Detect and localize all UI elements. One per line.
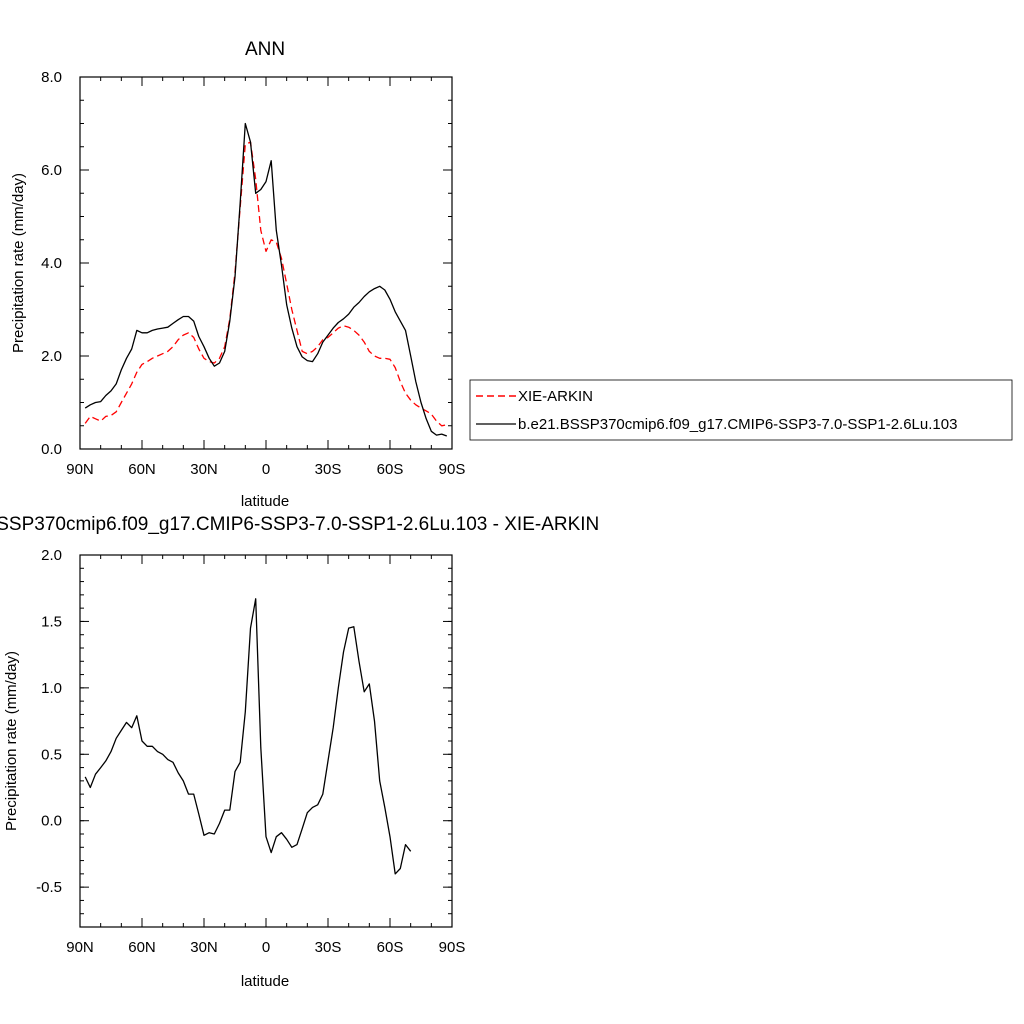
bottom-y-tick-label: 2.0: [41, 547, 62, 564]
top-y-tick-label: 2.0: [41, 348, 62, 365]
top-series-line-1: [84, 122, 448, 437]
bottom-y-tick-label: 1.0: [41, 680, 62, 697]
top-x-tick-label: 30N: [190, 461, 218, 478]
bottom-x-tick-label: 60S: [377, 939, 404, 956]
legend-box: [469, 379, 1013, 441]
bottom-x-tick-label: 0: [262, 939, 270, 956]
bottom-y-tick-label: 0.5: [41, 746, 62, 763]
bottom-plot-frame: [79, 554, 453, 928]
top-chart-panel: ANN 90N 60N 30N 0 30S 60S 90S 0.0 2.0 4.0 6.0 8.0 l…: [10, 39, 465, 510]
bottom-x-tick-label: 90S: [439, 939, 466, 956]
top-x-axis-label: latitude: [241, 493, 289, 510]
bottom-x-tick-label: 90N: [66, 939, 94, 956]
top-series-line-0: [84, 141, 447, 427]
bottom-chart-panel: b.e21.BSSP370cmip6.f09_g17.CMIP6-SSP3-7.…: [0, 514, 599, 990]
top-x-tick-label: 60N: [128, 461, 156, 478]
legend-label-xie-arkin: XIE-ARKIN: [518, 388, 593, 405]
bottom-x-tick-label: 30S: [315, 939, 342, 956]
bottom-x-axis-label: latitude: [241, 973, 289, 990]
top-chart-title: ANN: [245, 39, 285, 60]
bottom-y-axis-label: Precipitation rate (mm/day): [3, 651, 20, 831]
legend-label-model: b.e21.BSSP370cmip6.f09_g17.CMIP6-SSP3-7.…: [518, 416, 957, 433]
top-x-tick-label: 30S: [315, 461, 342, 478]
bottom-y-tick-label: 1.5: [41, 613, 62, 630]
bottom-x-tick-label: 30N: [190, 939, 218, 956]
top-y-tick-label: 8.0: [41, 69, 62, 86]
legend: XIE-ARKIN b.e21.BSSP370cmip6.f09_g17.CMI…: [469, 379, 1013, 441]
top-x-tick-label: 60S: [377, 461, 404, 478]
top-plot-frame: [79, 76, 453, 450]
top-y-tick-label: 0.0: [41, 441, 62, 458]
top-y-tick-label: 6.0: [41, 162, 62, 179]
top-y-tick-label: 4.0: [41, 255, 62, 272]
bottom-y-tick-label: 0.0: [41, 813, 62, 830]
top-y-axis-label: Precipitation rate (mm/day): [10, 173, 27, 353]
bottom-series-line-0: [84, 598, 412, 875]
bottom-y-tick-label: -0.5: [36, 879, 62, 896]
top-x-tick-label: 90N: [66, 461, 94, 478]
top-x-tick-label: 90S: [439, 461, 466, 478]
top-x-tick-label: 0: [262, 461, 270, 478]
bottom-chart-title: b.e21.BSSP370cmip6.f09_g17.CMIP6-SSP3-7.…: [0, 514, 599, 535]
bottom-x-tick-label: 60N: [128, 939, 156, 956]
